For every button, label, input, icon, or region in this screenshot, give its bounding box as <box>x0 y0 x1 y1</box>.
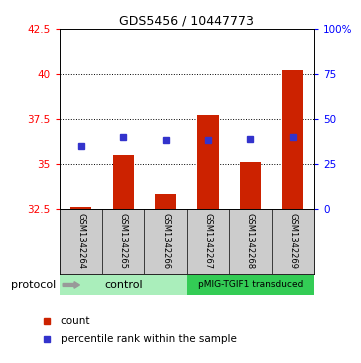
Bar <box>282 70 304 209</box>
Text: protocol: protocol <box>11 280 56 290</box>
Text: GSM1342267: GSM1342267 <box>204 213 213 269</box>
Text: pMIG-TGIF1 transduced: pMIG-TGIF1 transduced <box>198 281 303 289</box>
Text: GSM1342265: GSM1342265 <box>119 213 128 269</box>
Text: percentile rank within the sample: percentile rank within the sample <box>61 334 236 344</box>
Text: GSM1342264: GSM1342264 <box>76 213 85 269</box>
Text: GSM1342269: GSM1342269 <box>288 213 297 269</box>
Text: GSM1342266: GSM1342266 <box>161 213 170 269</box>
Bar <box>113 155 134 209</box>
FancyBboxPatch shape <box>60 274 187 295</box>
Bar <box>240 162 261 209</box>
Text: GSM1342268: GSM1342268 <box>246 213 255 269</box>
Text: control: control <box>104 280 143 290</box>
Title: GDS5456 / 10447773: GDS5456 / 10447773 <box>119 15 254 28</box>
Bar <box>155 194 176 209</box>
Bar <box>197 115 219 209</box>
Text: count: count <box>61 316 90 326</box>
FancyBboxPatch shape <box>187 274 314 295</box>
Bar <box>70 207 91 209</box>
